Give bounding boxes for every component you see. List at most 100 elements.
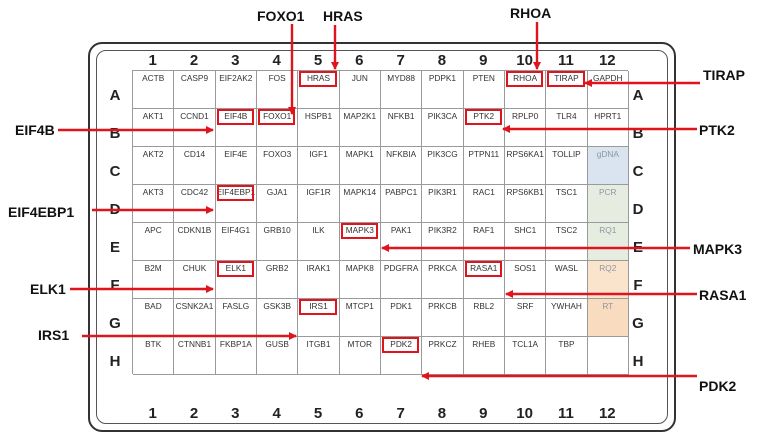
well-a5: HRAS xyxy=(298,71,340,109)
well-d6: MAPK14 xyxy=(339,185,381,223)
callout-label-rhoa: RHOA xyxy=(510,5,552,21)
well-d3: EIF4EBP1 xyxy=(215,185,257,223)
column-number-bottom-6: 6 xyxy=(355,405,364,422)
callout-label-pdk2: PDK2 xyxy=(699,378,737,394)
row-letter-right-f: F xyxy=(633,277,643,294)
column-number-top-5: 5 xyxy=(313,52,323,69)
well-e2: CDKN1B xyxy=(174,223,216,261)
well-f2: CHUK xyxy=(174,261,216,299)
column-number-top-12: 12 xyxy=(598,52,616,69)
well-a4: FOS xyxy=(256,71,299,109)
well-h5: ITGB1 xyxy=(298,337,340,375)
well-h6: MTOR xyxy=(339,337,381,375)
column-number-top-1: 1 xyxy=(148,52,157,69)
column-number-bottom-10: 10 xyxy=(516,405,533,422)
highlight-box-eif4ebp1 xyxy=(216,185,254,201)
well-e1: APC xyxy=(133,223,175,261)
well-d2: CDC42 xyxy=(174,185,216,223)
well-g7: PDK1 xyxy=(380,299,423,337)
well-c12: gDNA xyxy=(587,147,629,185)
well-h8: PRKCZ xyxy=(422,337,464,375)
well-f5: IRAK1 xyxy=(298,261,340,299)
highlight-box-rhoa xyxy=(505,71,544,87)
well-g6: MTCP1 xyxy=(339,299,381,337)
callout-label-ptk2: PTK2 xyxy=(699,122,735,138)
well-a2: CASP9 xyxy=(174,71,216,109)
well-a9: PTEN xyxy=(463,71,505,109)
callout-label-eif4b: EIF4B xyxy=(15,122,55,138)
row-letter-left-f: F xyxy=(110,277,120,294)
row-letter-left-a: A xyxy=(109,87,121,104)
well-h3: FKBP1A xyxy=(215,337,257,375)
column-number-bottom-11: 11 xyxy=(558,405,574,422)
well-c2: CD14 xyxy=(174,147,216,185)
well-h9: RHEB xyxy=(463,337,505,375)
well-h12 xyxy=(587,337,629,375)
row-letter-right-b: B xyxy=(632,125,644,142)
well-b6: MAP2K1 xyxy=(339,109,381,147)
callout-label-tirap: TIRAP xyxy=(703,67,745,83)
well-b7: NFKB1 xyxy=(380,109,423,147)
well-c5: IGF1 xyxy=(298,147,340,185)
well-c4: FOXO3 xyxy=(256,147,299,185)
row-letter-right-c: C xyxy=(632,163,644,180)
plate-inner-frame xyxy=(96,50,668,424)
column-number-top-2: 2 xyxy=(189,52,199,69)
well-c8: PIK3CG xyxy=(422,147,464,185)
highlight-box-mapk3 xyxy=(340,223,378,239)
row-letter-right-h: H xyxy=(632,353,644,370)
well-a3: EIF2AK2 xyxy=(215,71,257,109)
column-number-top-4: 4 xyxy=(272,52,281,69)
well-b3: EIF4B xyxy=(215,109,257,147)
well-grid: ACTB CASP9 EIF2AK2 FOS HRAS JUN MYD88 PDPK1 PTEN… xyxy=(132,70,629,375)
highlight-box-hras xyxy=(299,71,337,87)
well-b5: HSPB1 xyxy=(298,109,340,147)
highlight-box-irs1 xyxy=(299,299,337,315)
highlight-box-eif4b xyxy=(216,109,254,125)
well-a12: GAPDH xyxy=(587,71,629,109)
well-e4: GRB10 xyxy=(256,223,299,261)
callout-label-foxo1: FOXO1 xyxy=(257,8,305,24)
well-g5: IRS1 xyxy=(298,299,340,337)
highlight-box-ptk2 xyxy=(464,109,502,125)
well-d9: RAC1 xyxy=(463,185,505,223)
well-d1: AKT3 xyxy=(133,185,175,223)
column-number-top-3: 3 xyxy=(231,52,240,69)
well-d4: GJA1 xyxy=(256,185,299,223)
well-d10: RPS6KB1 xyxy=(504,185,547,223)
column-number-top-6: 6 xyxy=(355,52,364,69)
row-letter-right-g: G xyxy=(632,315,644,332)
well-f8: PRKCA xyxy=(422,261,464,299)
well-d7: PABPC1 xyxy=(380,185,423,223)
well-h2: CTNNB1 xyxy=(174,337,216,375)
well-c6: MAPK1 xyxy=(339,147,381,185)
well-c7: NFKBIA xyxy=(380,147,423,185)
well-f6: MAPK8 xyxy=(339,261,381,299)
well-g8: PRKCB xyxy=(422,299,464,337)
well-a11: TIRAP xyxy=(546,71,588,109)
callout-label-irs1: IRS1 xyxy=(38,327,70,343)
callout-label-rasa1: RASA1 xyxy=(699,287,747,303)
well-f7: PDGFRA xyxy=(380,261,423,299)
row-letter-left-b: B xyxy=(109,125,121,142)
well-h1: BTK xyxy=(133,337,175,375)
highlight-box-elk1 xyxy=(216,261,254,277)
column-number-top-8: 8 xyxy=(437,52,447,69)
well-d12: PCR xyxy=(587,185,629,223)
column-number-top-9: 9 xyxy=(479,52,488,69)
well-c3: EIF4E xyxy=(215,147,257,185)
well-f9: RASA1 xyxy=(463,261,505,299)
well-e6: MAPK3 xyxy=(339,223,381,261)
column-number-bottom-12: 12 xyxy=(598,405,616,422)
well-e5: ILK xyxy=(298,223,340,261)
well-g9: RBL2 xyxy=(463,299,505,337)
highlight-box-pdk2 xyxy=(381,337,420,353)
well-b2: CCND1 xyxy=(174,109,216,147)
highlight-box-foxo1 xyxy=(257,109,296,125)
highlight-box-rasa1 xyxy=(464,261,502,277)
well-d11: TSC1 xyxy=(546,185,588,223)
well-a10: RHOA xyxy=(504,71,547,109)
highlight-box-tirap xyxy=(547,71,585,87)
well-g10: SRF xyxy=(504,299,547,337)
